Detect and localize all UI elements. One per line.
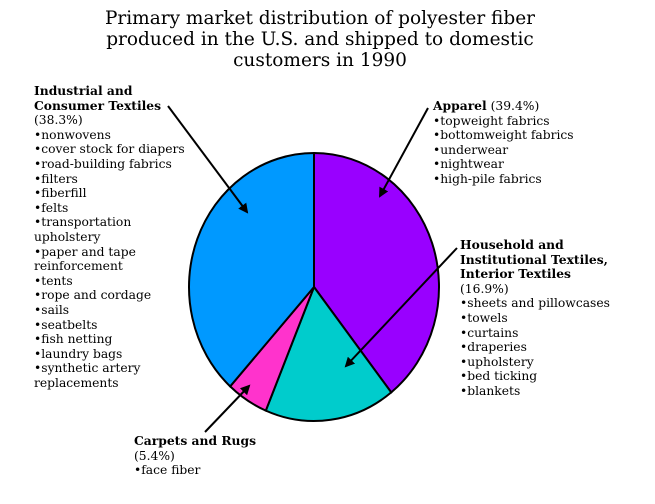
slice-item: •fish netting [34,332,113,347]
label-industrial: Industrial and Consumer Textiles (38.3%) •n… [34,83,185,390]
slice-title: Consumer Textiles [34,97,162,113]
pie-slice-apparel [313,151,440,394]
label-carpets: Carpets and Rugs (5.4%) •face fiber [134,433,257,478]
slice-title: Industrial and [34,83,133,98]
slice-item: •curtains [460,325,519,340]
slice-item: •transportation [34,215,132,230]
slice-item: •draperies [460,340,527,355]
title-line: Primary market distribution of polyester… [104,8,536,29]
slice-title: Apparel [433,98,487,113]
slice-percent: (38.3%) [34,113,83,128]
slice-item: •topweight fabrics [433,113,550,128]
slice-item: •sails [34,302,70,317]
slice-item: •seatbelts [34,317,98,332]
slice-title: Interior Textiles [460,266,571,282]
slice-item: •sheets and pillowcases [460,296,610,311]
slice-percent: (16.9%) [460,281,509,296]
slice-title: Institutional Textiles, [460,251,608,267]
title-line: customers in 1990 [233,50,407,71]
slice-item: •nightwear [433,157,504,172]
pie-slice-household [264,284,393,422]
slice-item: •face fiber [134,463,201,478]
slice-title: Household and [460,237,564,252]
label-household: Household and Institutional Textiles, Inte… [460,237,610,399]
slice-item: •laundry bags [34,346,123,361]
slice-item: •fiberfill [34,186,87,201]
slice-item: •bed ticking [460,369,538,384]
slice-item: •high-pile fabrics [433,171,542,186]
slice-item: •towels [460,310,508,325]
label-apparel: Apparel (39.4%) •topweight fabrics •bottom… [433,98,574,187]
arrow-carpets [204,384,251,433]
slice-item: •filters [34,171,78,186]
chart-title: Primary market distribution of polyester… [40,8,600,71]
arrow-industrial [167,105,249,214]
slice-percent: (39.4%) [490,99,540,113]
slice-item: reinforcement [34,259,123,274]
slice-item: •blankets [460,383,521,398]
slice-item: •bottomweight fabrics [433,128,574,143]
slice-item: •underwear [433,142,509,157]
slice-item: upholstery [34,229,101,244]
slice-item: replacements [34,375,119,390]
slice-item: •nonwovens [34,127,111,142]
slice-title: Carpets and Rugs [134,433,257,448]
slice-item: •road-building fabrics [34,156,172,171]
slice-item: •felts [34,200,69,215]
title-line: produced in the U.S. and shipped to dome… [106,29,534,50]
slice-item: •paper and tape [34,244,136,259]
slice-item: •cover stock for diapers [34,142,185,157]
slice-item: •rope and cordage [34,288,152,303]
slice-item: •synthetic artery [34,361,141,376]
arrow-apparel [379,107,429,198]
pie-slice-industrial [188,151,315,388]
slice-item: •upholstery [460,354,534,369]
arrow-household [344,247,458,368]
slice-item: •tents [34,273,73,288]
slice-percent: (5.4%) [134,448,175,463]
